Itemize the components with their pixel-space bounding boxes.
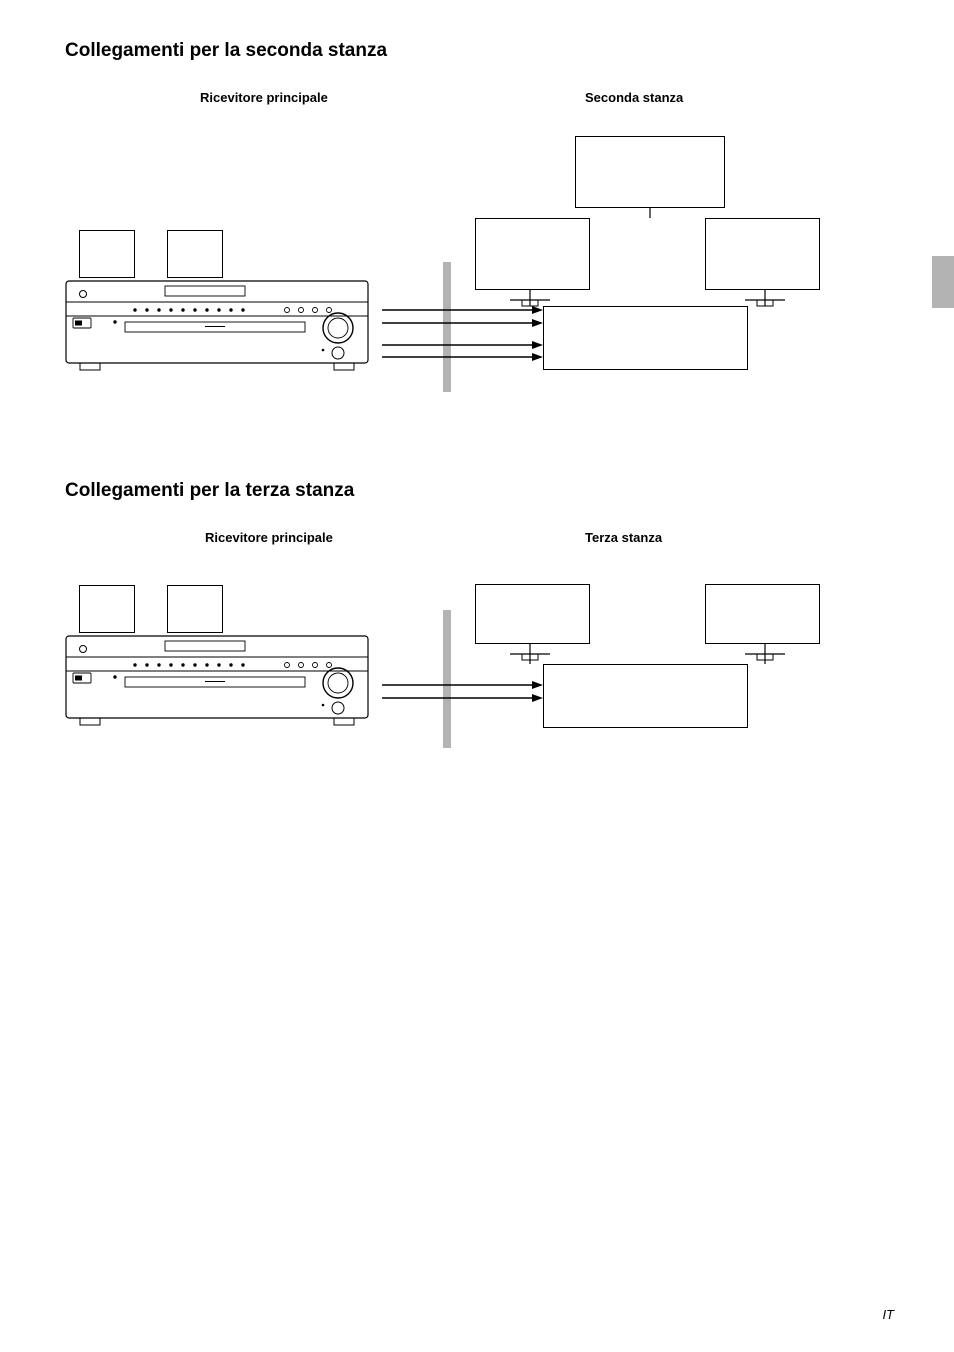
diagram1: Ricevitore principale Seconda stanza <box>65 90 885 410</box>
section1-title: Collegamenti per la seconda stanza <box>65 40 894 62</box>
section2-title: Collegamenti per la terza stanza <box>65 480 894 502</box>
d2-connectors <box>65 530 885 770</box>
footer-lang: IT <box>882 1307 894 1322</box>
d1-connectors <box>65 90 885 410</box>
diagram2: Ricevitore principale Terza stanza <box>65 530 885 770</box>
side-tab <box>932 256 954 308</box>
